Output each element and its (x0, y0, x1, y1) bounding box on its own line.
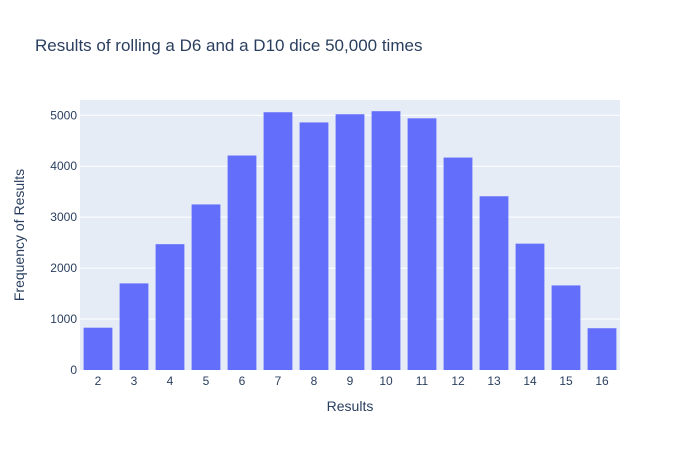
y-axis-ticks: 0 1000 2000 3000 4000 5000 (50, 108, 77, 377)
x-tick-label: 6 (239, 374, 246, 388)
x-tick-label: 15 (559, 374, 573, 388)
y-tick-label: 3000 (50, 210, 77, 224)
x-tick-label: 8 (311, 374, 318, 388)
chart-title: Results of rolling a D6 and a D10 dice 5… (35, 36, 422, 55)
x-tick-label: 12 (451, 374, 465, 388)
x-tick-label: 3 (131, 374, 138, 388)
bar-15[interactable] (551, 285, 581, 370)
bar-5[interactable] (191, 204, 221, 370)
y-tick-label: 4000 (50, 159, 77, 173)
x-tick-label: 7 (275, 374, 282, 388)
x-tick-label: 13 (487, 374, 501, 388)
x-tick-label: 10 (379, 374, 393, 388)
bar-3[interactable] (119, 283, 149, 370)
x-tick-label: 11 (416, 374, 429, 388)
bar-4[interactable] (155, 244, 185, 370)
x-tick-label: 2 (95, 374, 102, 388)
bars (83, 111, 617, 371)
y-axis-title: Frequency of Results (11, 169, 27, 301)
x-axis-title: Results (327, 398, 374, 414)
bar-11[interactable] (407, 118, 437, 370)
x-tick-label: 5 (203, 374, 210, 388)
bar-8[interactable] (299, 122, 329, 370)
bar-10[interactable] (371, 111, 401, 371)
bar-12[interactable] (443, 157, 473, 370)
bar-13[interactable] (479, 196, 509, 370)
x-axis-ticks: 2 3 4 5 6 7 8 9 10 11 12 13 14 15 16 (95, 374, 609, 388)
x-tick-label: 14 (523, 374, 537, 388)
x-tick-label: 16 (595, 374, 609, 388)
bar-16[interactable] (587, 328, 617, 370)
y-tick-label: 2000 (50, 261, 77, 275)
y-tick-label: 0 (70, 363, 77, 377)
bar-2[interactable] (83, 327, 113, 370)
x-tick-label: 4 (167, 374, 174, 388)
y-tick-label: 1000 (50, 312, 77, 326)
y-tick-label: 5000 (50, 108, 77, 122)
x-tick-label: 9 (347, 374, 354, 388)
bar-9[interactable] (335, 114, 365, 370)
bar-6[interactable] (227, 155, 257, 370)
bar-7[interactable] (263, 112, 293, 370)
bar-14[interactable] (515, 243, 545, 370)
